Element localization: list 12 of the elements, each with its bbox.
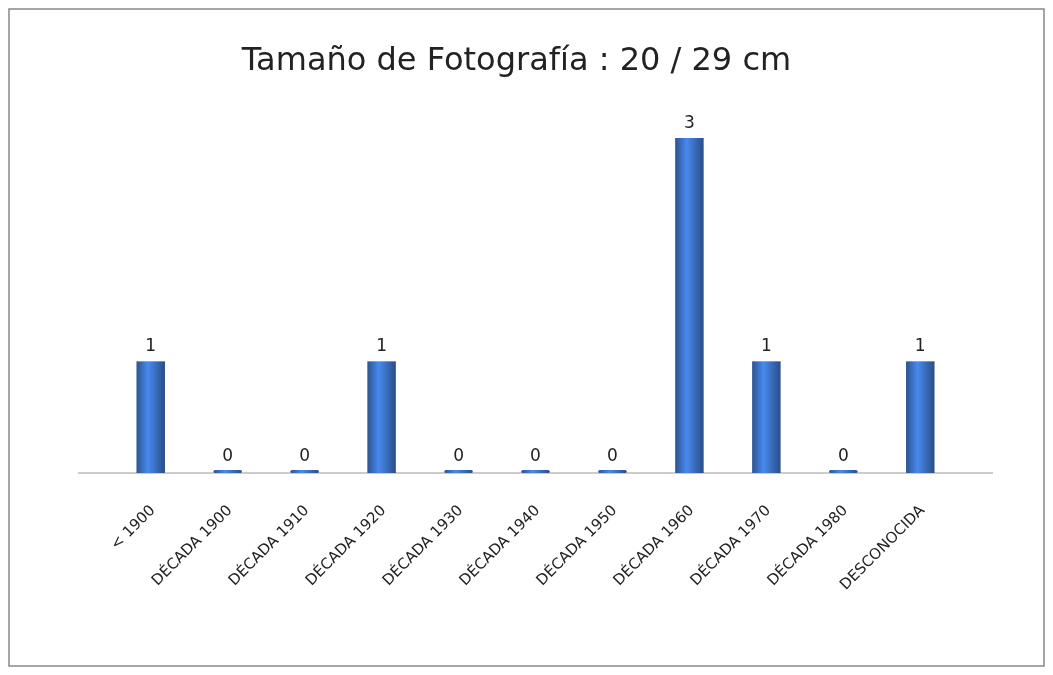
- data-label: 0: [607, 445, 618, 465]
- data-label: 0: [299, 445, 311, 465]
- data-label: 0: [837, 445, 849, 465]
- data-label: 1: [376, 335, 387, 356]
- data-label: 0: [453, 445, 464, 465]
- chart-title: Tamaño de Fotografía : 20 / 29 cm: [240, 40, 792, 78]
- data-label: 1: [760, 335, 772, 356]
- data-label: 3: [684, 112, 695, 132]
- data-label: 1: [914, 335, 926, 356]
- data-label: 0: [222, 445, 234, 465]
- data-label: 1: [145, 335, 157, 356]
- data-label: 0: [530, 445, 541, 465]
